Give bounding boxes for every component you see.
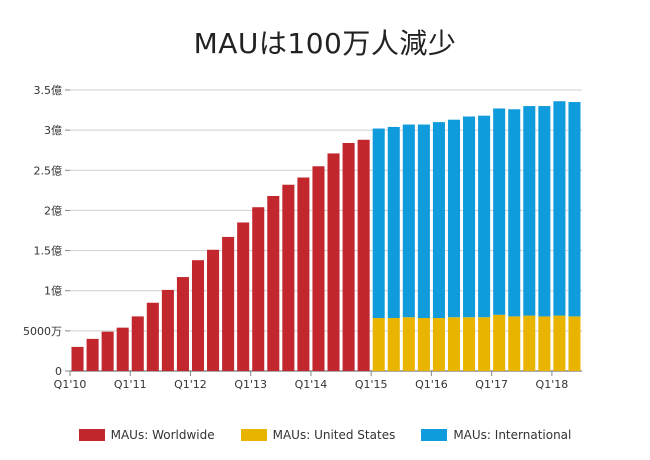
x-tick-label: Q1'12	[174, 378, 207, 391]
bar-united-states	[553, 315, 566, 371]
y-axis-ticks: 0 5000万 1億 1.5億 2億 2.5億 3億 3.5億	[23, 84, 70, 378]
bar-international	[523, 106, 536, 316]
bar-united-states	[508, 316, 521, 371]
bar-worldwide	[101, 331, 114, 371]
legend-label-worldwide: MAUs: Worldwide	[110, 428, 215, 442]
y-tick-label: 2.5億	[34, 164, 63, 177]
chart-title: MAUは100万人減少	[193, 27, 457, 60]
bar-worldwide	[71, 346, 84, 371]
x-tick-label: Q1'17	[475, 378, 508, 391]
bar-worldwide	[312, 166, 325, 371]
bar-united-states	[478, 317, 491, 371]
bar-chart: 0 5000万 1億 1.5億 2億 2.5億 3億 3.5億 Q1'10 Q1'11 Q1'12…	[23, 84, 582, 391]
y-tick-label: 3.5億	[34, 84, 63, 97]
bar-international	[493, 108, 506, 315]
bars	[71, 101, 581, 371]
bar-worldwide	[161, 289, 174, 371]
bar-united-states	[463, 317, 476, 371]
bar-united-states	[523, 315, 536, 371]
x-tick-label: Q1'14	[295, 378, 328, 391]
y-tick-label: 1億	[44, 285, 62, 298]
bar-worldwide	[207, 249, 220, 371]
bar-worldwide	[176, 277, 189, 371]
x-tick-label: Q1'15	[355, 378, 388, 391]
x-tick-label: Q1'13	[234, 378, 267, 391]
bar-international	[538, 106, 551, 317]
legend-swatch-worldwide	[78, 429, 105, 441]
bar-worldwide	[282, 184, 295, 371]
bar-united-states	[432, 318, 445, 371]
bar-worldwide	[191, 260, 205, 371]
legend-label-united-states: MAUs: United States	[272, 428, 396, 442]
bar-united-states	[493, 314, 506, 371]
legend-label-international: MAUs: International	[453, 428, 572, 442]
bar-international	[463, 116, 476, 318]
bar-united-states	[372, 318, 385, 371]
x-tick-label: Q1'16	[415, 378, 448, 391]
legend-swatch-united-states	[240, 429, 267, 441]
y-tick-label: 1.5億	[34, 245, 63, 258]
y-tick-label: 0	[55, 365, 62, 378]
legend: MAUs: Worldwide MAUs: United States MAUs…	[0, 428, 650, 442]
bar-united-states	[447, 317, 461, 371]
bar-international	[508, 109, 521, 317]
bar-international	[432, 122, 445, 319]
bar-worldwide	[267, 195, 280, 371]
bar-worldwide	[116, 327, 129, 371]
bar-united-states	[417, 318, 430, 371]
bar-international	[387, 126, 400, 319]
bar-international	[372, 128, 385, 319]
y-tick-label: 3億	[44, 124, 62, 137]
bar-worldwide	[237, 222, 250, 371]
x-tick-label: Q1'18	[536, 378, 569, 391]
bar-united-states	[538, 316, 551, 371]
bar-worldwide	[327, 153, 340, 371]
x-tick-label: Q1'11	[114, 378, 147, 391]
bar-worldwide	[252, 207, 265, 371]
legend-item-international[interactable]: MAUs: International	[421, 428, 571, 442]
bar-international	[553, 101, 566, 316]
bar-international	[402, 124, 415, 318]
bar-worldwide	[131, 316, 144, 371]
legend-swatch-international	[421, 429, 448, 441]
bar-worldwide	[146, 302, 159, 371]
legend-item-united-states[interactable]: MAUs: United States	[240, 428, 396, 442]
bar-worldwide	[357, 139, 370, 371]
bar-international	[478, 115, 491, 318]
bar-worldwide	[342, 142, 355, 371]
x-axis-ticks: Q1'10 Q1'11 Q1'12 Q1'13 Q1'14 Q1'15 Q1'16 Q1'17…	[54, 371, 569, 391]
bar-international	[568, 102, 581, 317]
bar-united-states	[387, 318, 400, 371]
bar-united-states	[402, 317, 415, 371]
bar-worldwide	[297, 177, 310, 371]
y-tick-label: 5000万	[23, 325, 62, 338]
x-tick-label: Q1'10	[54, 378, 87, 391]
bar-worldwide	[222, 236, 235, 371]
bar-international	[447, 119, 461, 318]
bar-international	[417, 124, 430, 319]
bar-worldwide	[86, 338, 99, 371]
bar-united-states	[568, 316, 581, 371]
y-tick-label: 2億	[44, 204, 62, 217]
legend-item-worldwide[interactable]: MAUs: Worldwide	[78, 428, 215, 442]
